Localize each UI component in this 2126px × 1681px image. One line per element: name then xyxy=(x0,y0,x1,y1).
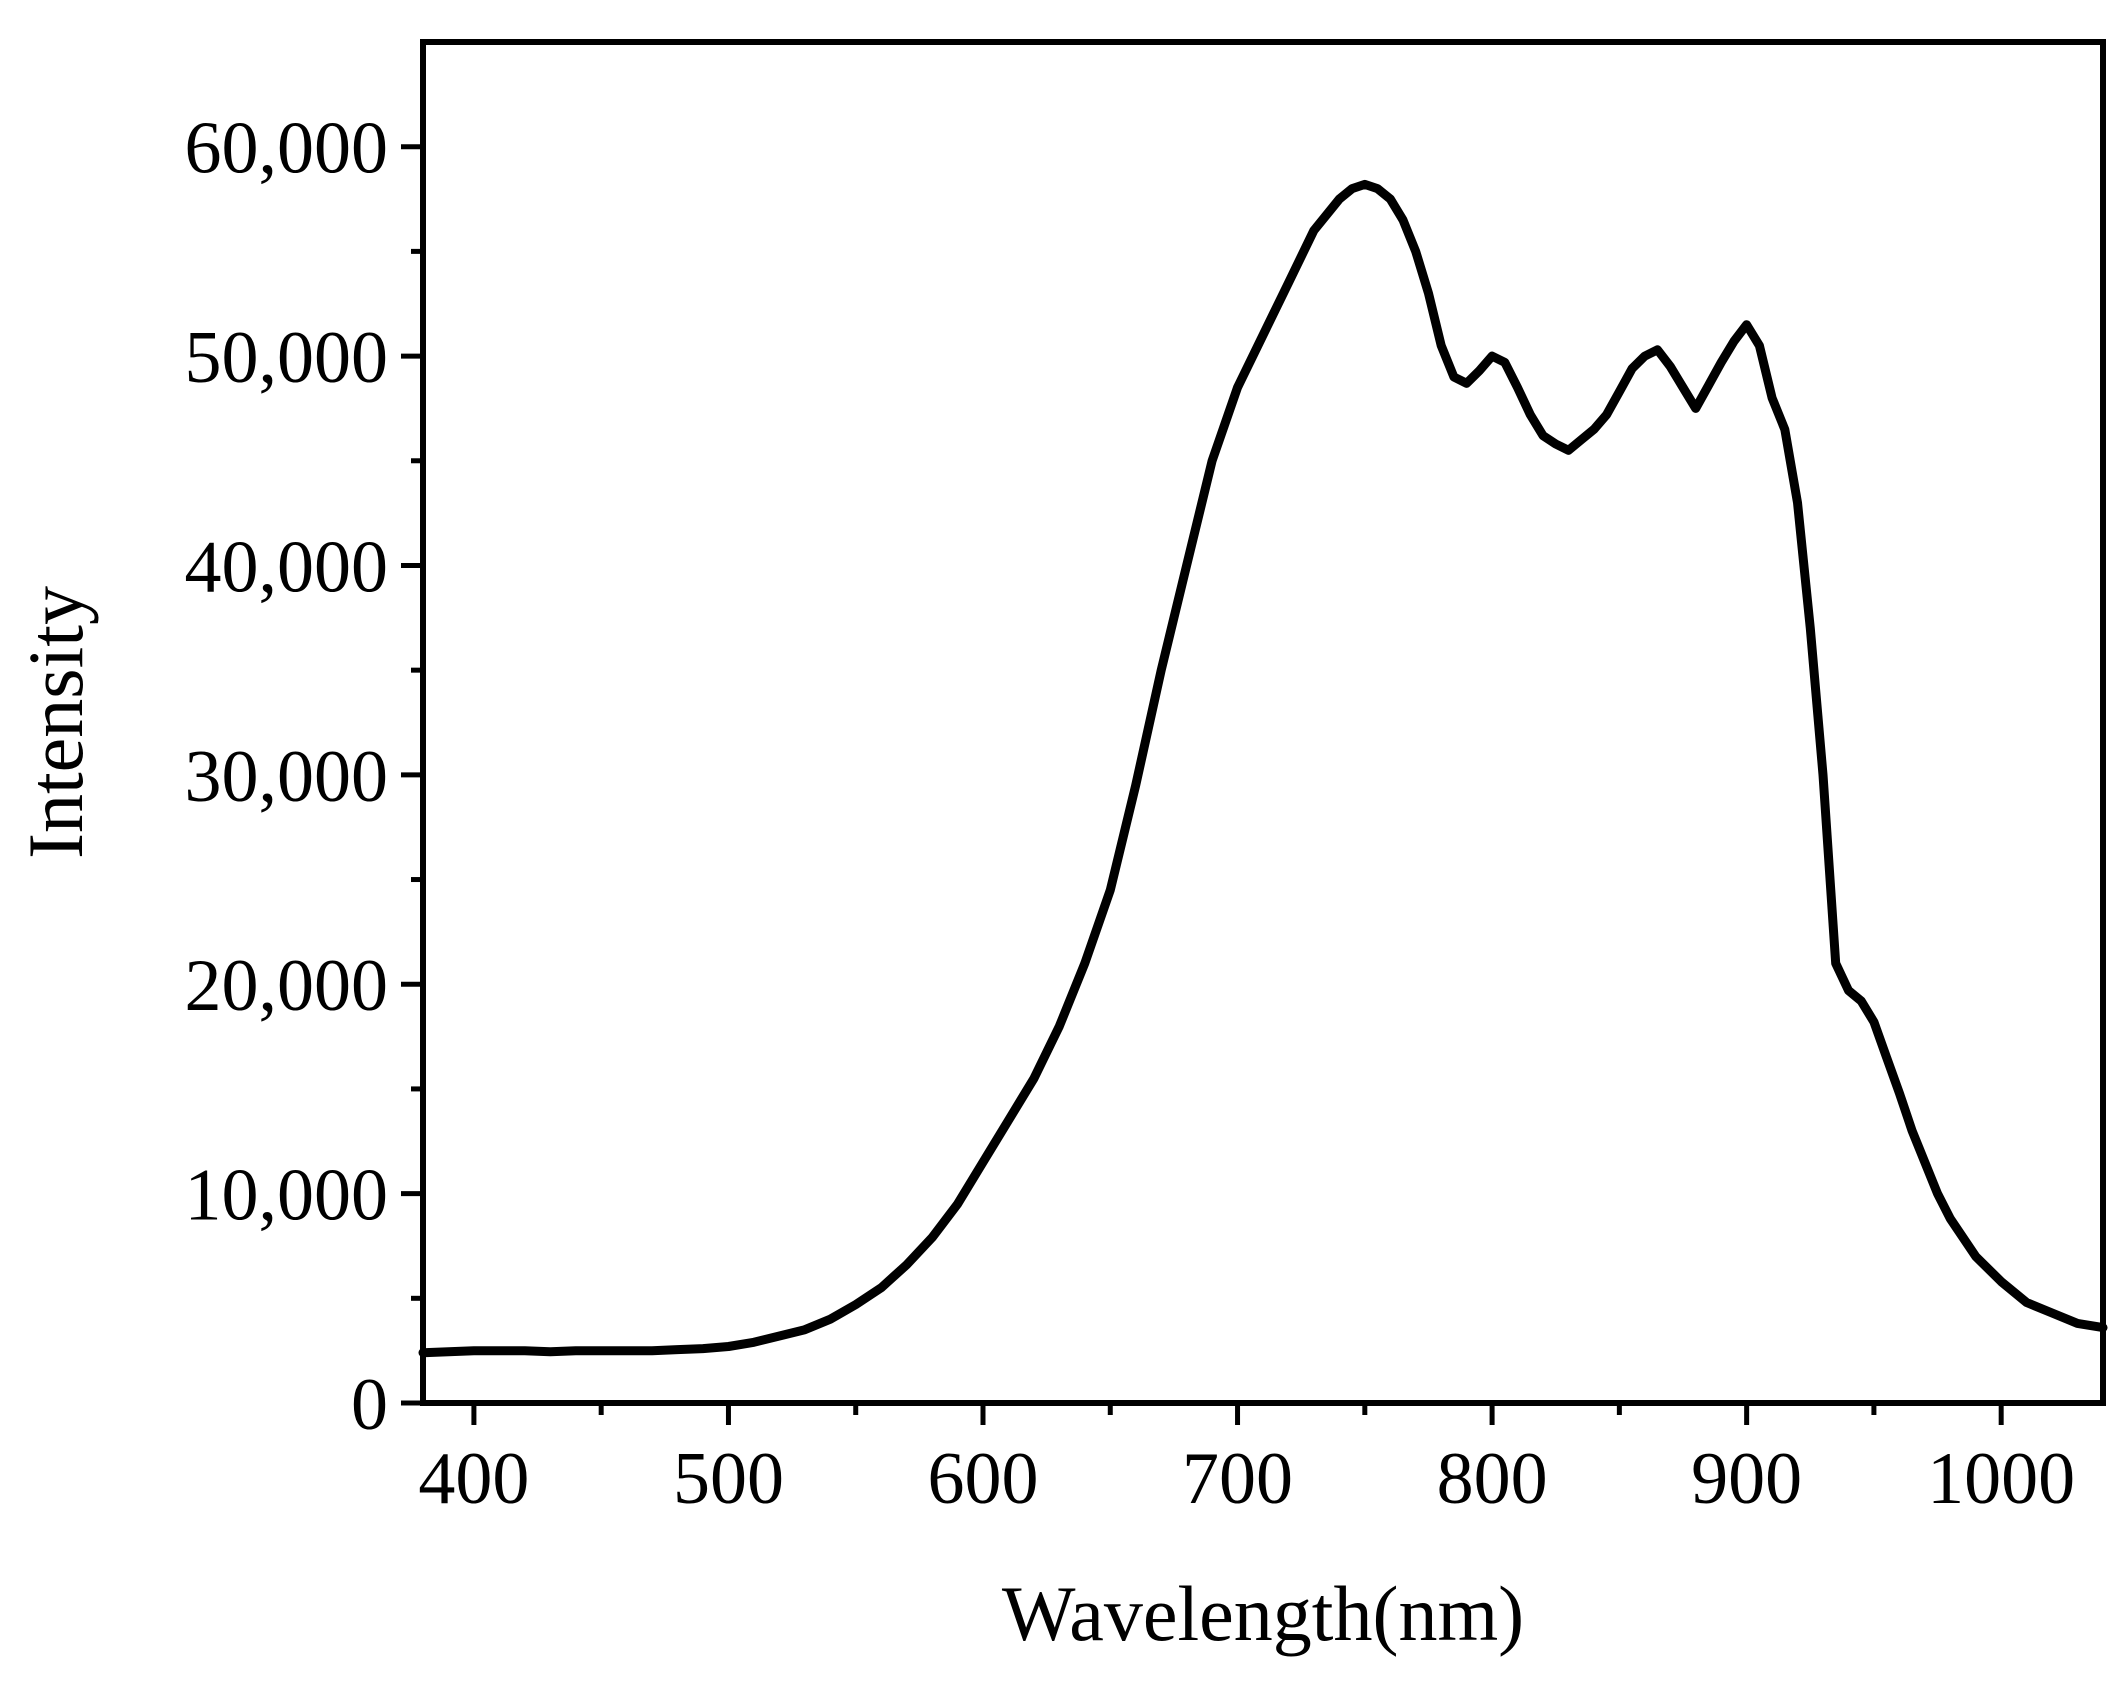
y-tick-label: 50,000 xyxy=(185,317,389,399)
x-tick-label: 1000 xyxy=(1927,1438,2075,1520)
y-tick-label: 0 xyxy=(351,1364,388,1446)
plot-frame xyxy=(420,39,2106,1406)
y-tick-label: 30,000 xyxy=(185,736,389,818)
y-tick-label: 20,000 xyxy=(185,945,389,1027)
series-line-intensity xyxy=(418,179,2108,1358)
x-axis-title: Wavelength(nm) xyxy=(1002,1570,1524,1657)
y-tick-label: 10,000 xyxy=(185,1155,389,1237)
x-tick-label: 900 xyxy=(1691,1438,1802,1520)
x-tick-label: 500 xyxy=(673,1438,784,1520)
y-tick-label: 60,000 xyxy=(185,108,389,190)
x-tick-label: 600 xyxy=(928,1438,1039,1520)
x-tick-label: 400 xyxy=(418,1438,529,1520)
x-tick-label: 800 xyxy=(1437,1438,1548,1520)
y-tick-label: 40,000 xyxy=(185,526,389,608)
x-tick-label: 700 xyxy=(1182,1438,1293,1520)
y-axis-title: Intensity xyxy=(12,586,99,859)
